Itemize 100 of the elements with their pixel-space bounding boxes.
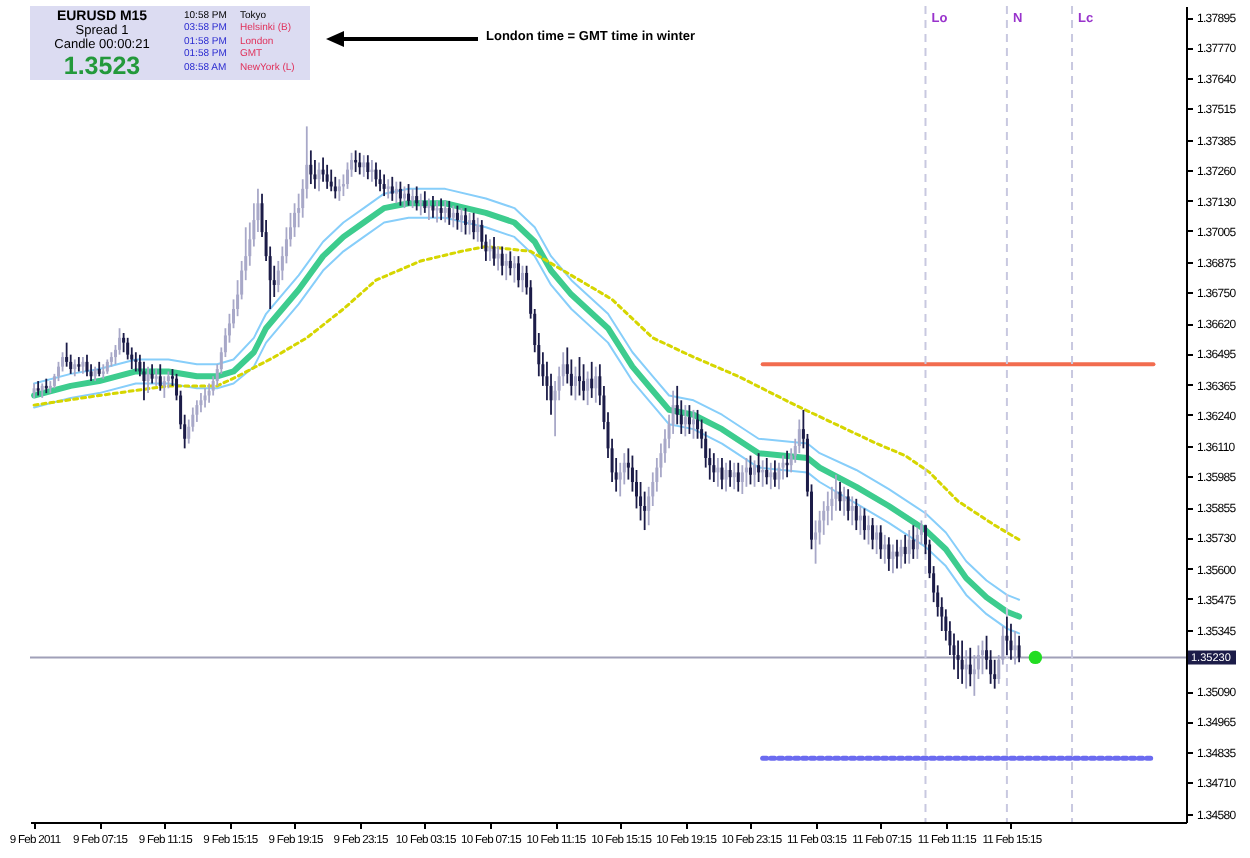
candlestick <box>980 639 984 676</box>
candlestick <box>643 490 647 531</box>
candlestick <box>455 204 459 231</box>
candlestick <box>472 211 476 241</box>
candlestick <box>447 199 451 226</box>
candlestick <box>867 514 871 546</box>
candlestick <box>415 185 419 212</box>
candlestick <box>101 363 105 380</box>
candlestick <box>748 454 752 486</box>
candlestick <box>753 459 757 488</box>
candlestick <box>65 341 69 368</box>
candlestick <box>464 207 468 236</box>
candlestick <box>492 236 496 267</box>
candlestick <box>781 454 785 481</box>
candlestick <box>586 370 590 407</box>
candlestick <box>366 154 370 181</box>
candlestick <box>508 250 512 277</box>
candlestick <box>443 199 447 224</box>
candlestick <box>362 154 366 178</box>
candlestick <box>687 404 691 435</box>
candlestick <box>411 187 415 209</box>
candlestick <box>769 461 773 491</box>
candlestick <box>150 363 154 385</box>
candlestick <box>757 452 761 483</box>
candlestick <box>142 360 146 402</box>
candlestick <box>842 485 846 517</box>
candlestick <box>394 180 398 205</box>
candlestick <box>378 168 382 193</box>
candlestick <box>777 461 781 491</box>
candlestick <box>891 543 895 575</box>
candlestick <box>1017 634 1021 664</box>
candlestick <box>512 255 516 284</box>
candlestick <box>118 327 122 356</box>
candlestick <box>724 461 728 493</box>
candlestick <box>814 519 818 565</box>
candlestick <box>903 533 907 565</box>
candlestick <box>915 526 919 560</box>
candlestick <box>496 245 500 272</box>
candlestick <box>134 351 138 373</box>
candlestick <box>203 387 207 409</box>
candlestick <box>1013 630 1017 666</box>
candlestick <box>407 183 411 207</box>
candlestick <box>146 365 150 394</box>
candlestick <box>789 447 793 474</box>
candlestick <box>154 368 158 387</box>
candlestick <box>85 353 89 378</box>
candlestick <box>875 524 879 555</box>
candlestick <box>468 211 472 236</box>
candlestick <box>382 173 386 197</box>
candlestick <box>773 459 777 488</box>
candlestick <box>56 360 60 382</box>
candlestick <box>573 365 577 402</box>
candlestick <box>451 204 455 229</box>
candlestick <box>850 495 854 527</box>
candlestick <box>199 392 203 414</box>
candlestick <box>516 255 520 289</box>
candlestick <box>61 351 65 373</box>
candlestick <box>345 161 349 190</box>
candlestick <box>899 538 903 570</box>
candlestick <box>956 639 960 680</box>
candlestick <box>122 332 126 354</box>
candlestick <box>594 365 598 404</box>
candlestick <box>390 175 394 202</box>
candlestick <box>797 418 801 455</box>
candlestick <box>337 178 341 202</box>
candlestick <box>696 409 700 440</box>
candlestick <box>386 178 390 200</box>
candlestick <box>618 461 622 498</box>
candlestick <box>582 363 586 402</box>
candlestick <box>968 646 972 688</box>
candlestick <box>459 207 463 234</box>
candlestick <box>504 252 508 282</box>
candlestick <box>158 363 162 392</box>
candlestick <box>826 490 830 527</box>
candlestick <box>960 639 964 685</box>
candlestick <box>993 658 997 690</box>
candlestick <box>838 481 842 512</box>
candlestick <box>765 457 769 486</box>
candlestick <box>740 464 744 495</box>
candlestick <box>126 336 130 361</box>
candlestick <box>590 360 594 399</box>
candlestick <box>317 161 321 193</box>
candlestick <box>333 175 337 200</box>
annotation: 1.3523 <box>61 51 143 79</box>
candlestick <box>374 161 378 188</box>
candlestick <box>720 457 724 491</box>
candlestick <box>521 264 525 294</box>
candlestick <box>1005 615 1009 656</box>
candlestick <box>846 488 850 522</box>
candlestick <box>887 536 891 572</box>
candlestick <box>309 149 313 185</box>
candlestick <box>736 461 740 493</box>
candlestick <box>871 517 875 551</box>
candlestick <box>728 459 732 488</box>
candlestick <box>732 461 736 491</box>
candlestick <box>862 507 866 541</box>
candlestick <box>883 533 887 565</box>
candlestick <box>879 524 883 560</box>
candlestick <box>439 197 443 221</box>
candlestick <box>578 356 582 397</box>
